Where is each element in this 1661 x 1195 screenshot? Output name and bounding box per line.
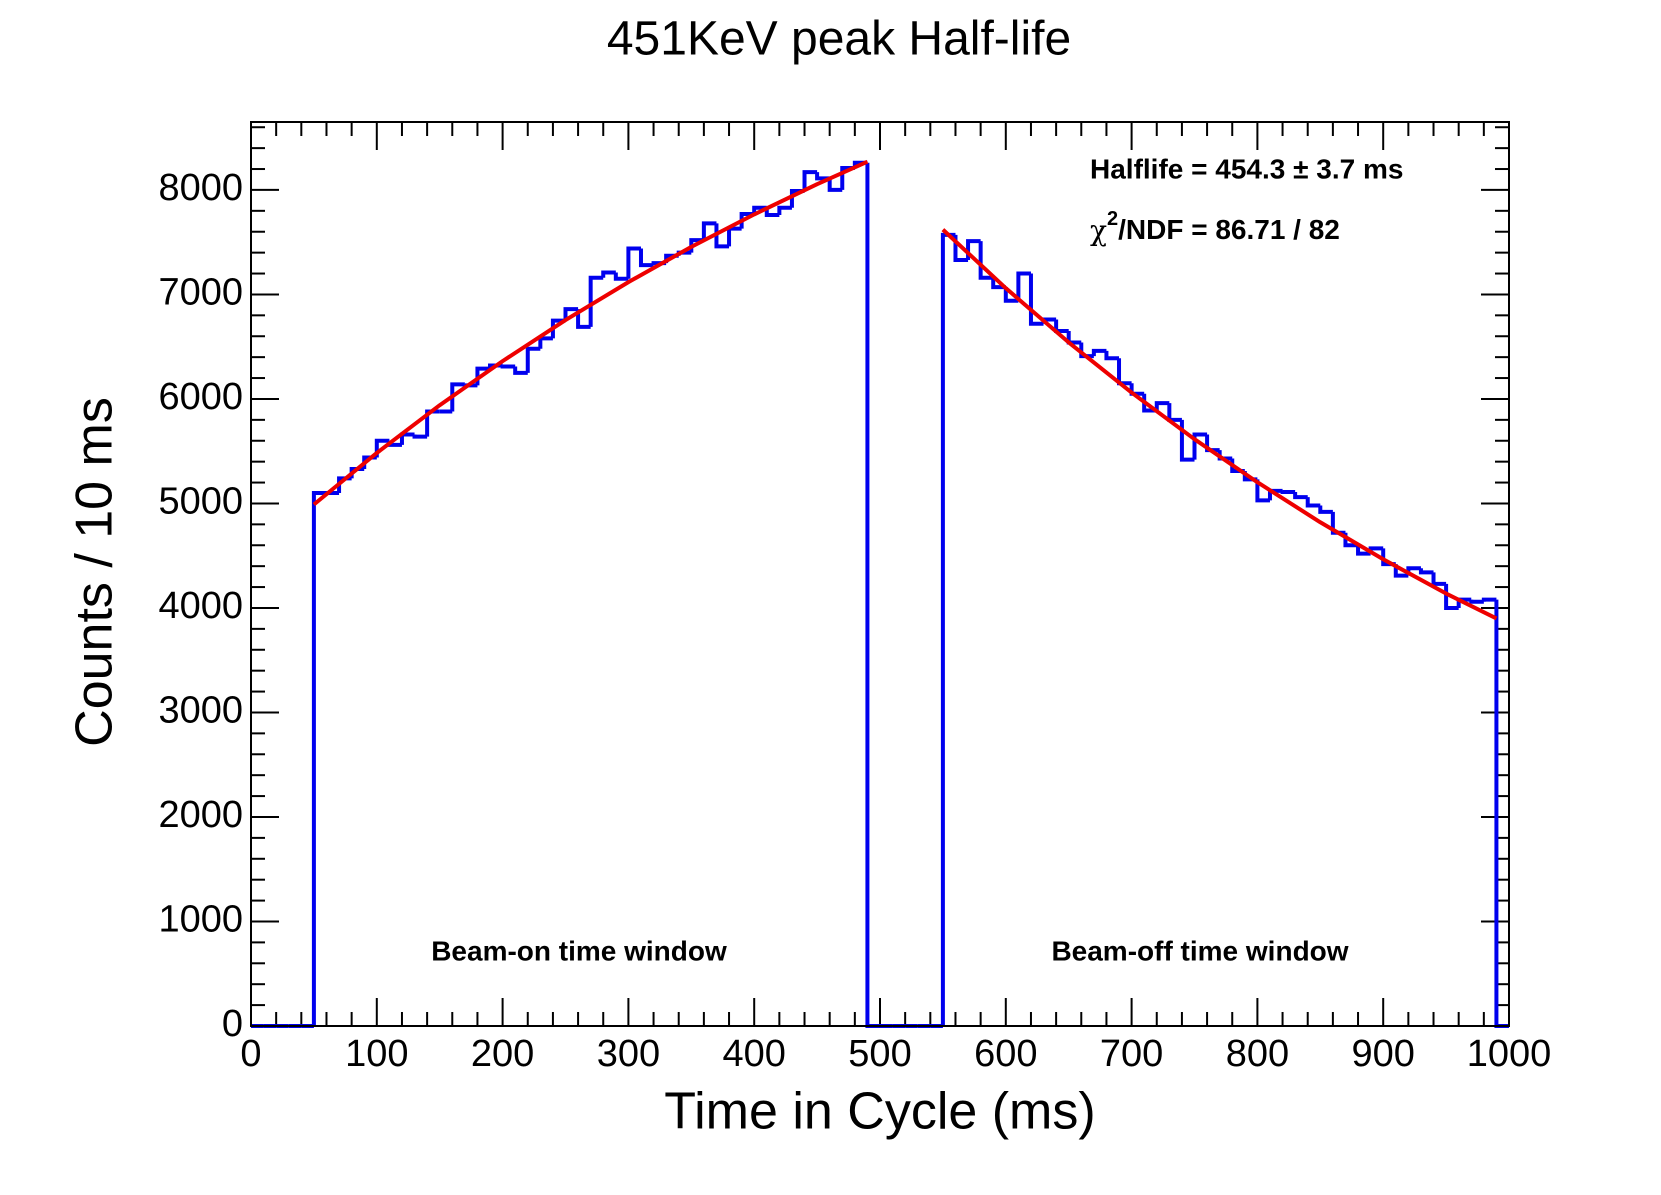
chi-superscript: 2 [1107,208,1118,230]
histogram-bin [1179,419,1195,462]
y-tick-label: 8000 [158,167,243,209]
fit-curve [941,228,1498,621]
x-tick-label: 800 [1226,1033,1289,1075]
x-tick-label: 500 [848,1033,911,1075]
histogram-bin [412,434,428,439]
y-tick-label: 2000 [158,794,243,836]
histogram-bin [1305,497,1321,508]
x-tick-label: 100 [345,1033,408,1075]
histogram-bin [827,178,843,192]
histogram-bin [752,205,767,214]
histogram-bin [991,277,1006,290]
y-tick-label: 4000 [158,585,243,627]
beam-on-label: Beam-on time window [431,935,727,966]
histogram-bin [1481,597,1497,602]
histogram-bin [588,275,604,327]
halflife-annotation: Halflife = 454.3 ± 3.7 ms [1090,153,1403,184]
x-axis-label: Time in Cycle (ms) [664,1083,1095,1141]
histogram-bin [1318,505,1333,514]
y-axis-label: Counts / 10 ms [66,397,124,747]
histogram-bin [525,346,541,373]
histogram-bin [601,270,616,278]
histogram-bin [500,364,516,369]
histogram-bin [1431,572,1447,586]
histogram-bin [1016,271,1031,301]
x-tick-label: 0 [240,1033,261,1075]
histogram-bin [1280,489,1296,494]
plot-frame [250,121,1510,1027]
y-tick-label: 1000 [158,899,243,941]
histogram-bin [563,307,579,321]
histogram-bin [1003,287,1019,303]
x-tick-label: 900 [1351,1033,1414,1075]
x-tick-label: 600 [974,1033,1037,1075]
histogram-bin [1091,348,1107,357]
histogram-bin [1255,479,1270,503]
y-tick-label: 7000 [158,271,243,313]
fit-curve [312,159,869,507]
chart-title: 451KeV peak Half-life [607,13,1071,66]
histogram-bin [1079,342,1094,359]
histogram-bin [739,211,755,229]
histogram-bin [802,170,818,191]
histogram-bin [1418,568,1434,575]
histogram-bin [777,205,792,216]
histogram-bin [626,246,641,279]
histogram-bin [425,409,440,437]
beam-off-label: Beam-off time window [1051,935,1348,966]
x-tick-label: 700 [1100,1033,1163,1075]
x-tick-label: 400 [722,1033,785,1075]
y-tick-label: 5000 [158,480,243,522]
histogram-bin [311,491,327,1026]
histogram-bin [1293,491,1308,500]
y-tick-label: 6000 [158,376,243,418]
histogram-bin [513,366,528,375]
histogram-bin [576,309,591,329]
chi2-annotation: χ2/NDF = 86.71 / 82 [1090,208,1340,246]
chi-rest: /NDF = 86.71 / 82 [1118,214,1340,245]
histogram-bin [450,382,465,412]
y-tick-label: 0 [222,1003,243,1045]
histogram-bin [1192,432,1208,460]
histogram-bin [701,221,717,241]
chi-symbol: χ [1090,214,1107,247]
histogram-bin [978,241,994,280]
histogram-bin [1104,350,1120,361]
x-tick-label: 200 [471,1033,534,1075]
x-tick-label: 1000 [1467,1033,1552,1075]
histogram-bin [1028,273,1044,326]
x-tick-label: 300 [597,1033,660,1075]
histogram-bin [1469,599,1484,604]
histogram-bin [638,248,654,268]
histogram-bin [1356,545,1371,556]
histogram-bin [714,223,730,249]
y-tick-label: 3000 [158,690,243,732]
histogram-bin [1154,401,1170,411]
histogram-bin [613,272,629,281]
